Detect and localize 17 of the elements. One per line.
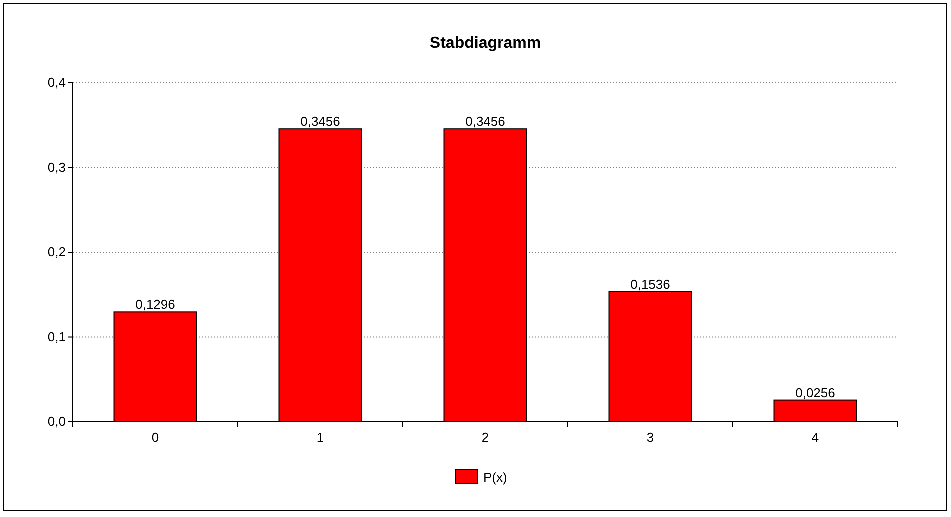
x-tick-label: 0 [152, 430, 160, 445]
data-label: 0,1296 [136, 297, 176, 312]
y-tick-label: 0,0 [48, 414, 66, 429]
data-label: 0,1536 [630, 276, 670, 292]
x-tick-label: 2 [482, 430, 490, 445]
data-label: 0,3456 [466, 114, 506, 130]
chart-title: Stabdiagramm [430, 35, 542, 52]
data-label: 0,0256 [796, 385, 836, 400]
y-tick-label: 0,2 [48, 244, 66, 260]
y-tick-label: 0,4 [48, 75, 66, 90]
x-tick-label: 3 [646, 430, 654, 445]
x-tick-label: 4 [812, 430, 820, 445]
legend-label: P(x) [484, 470, 508, 485]
y-tick-label: 0,1 [48, 329, 66, 344]
data-label: 0,3456 [300, 114, 340, 130]
y-tick-label: 0,3 [48, 160, 66, 175]
x-tick-label: 1 [316, 430, 324, 445]
